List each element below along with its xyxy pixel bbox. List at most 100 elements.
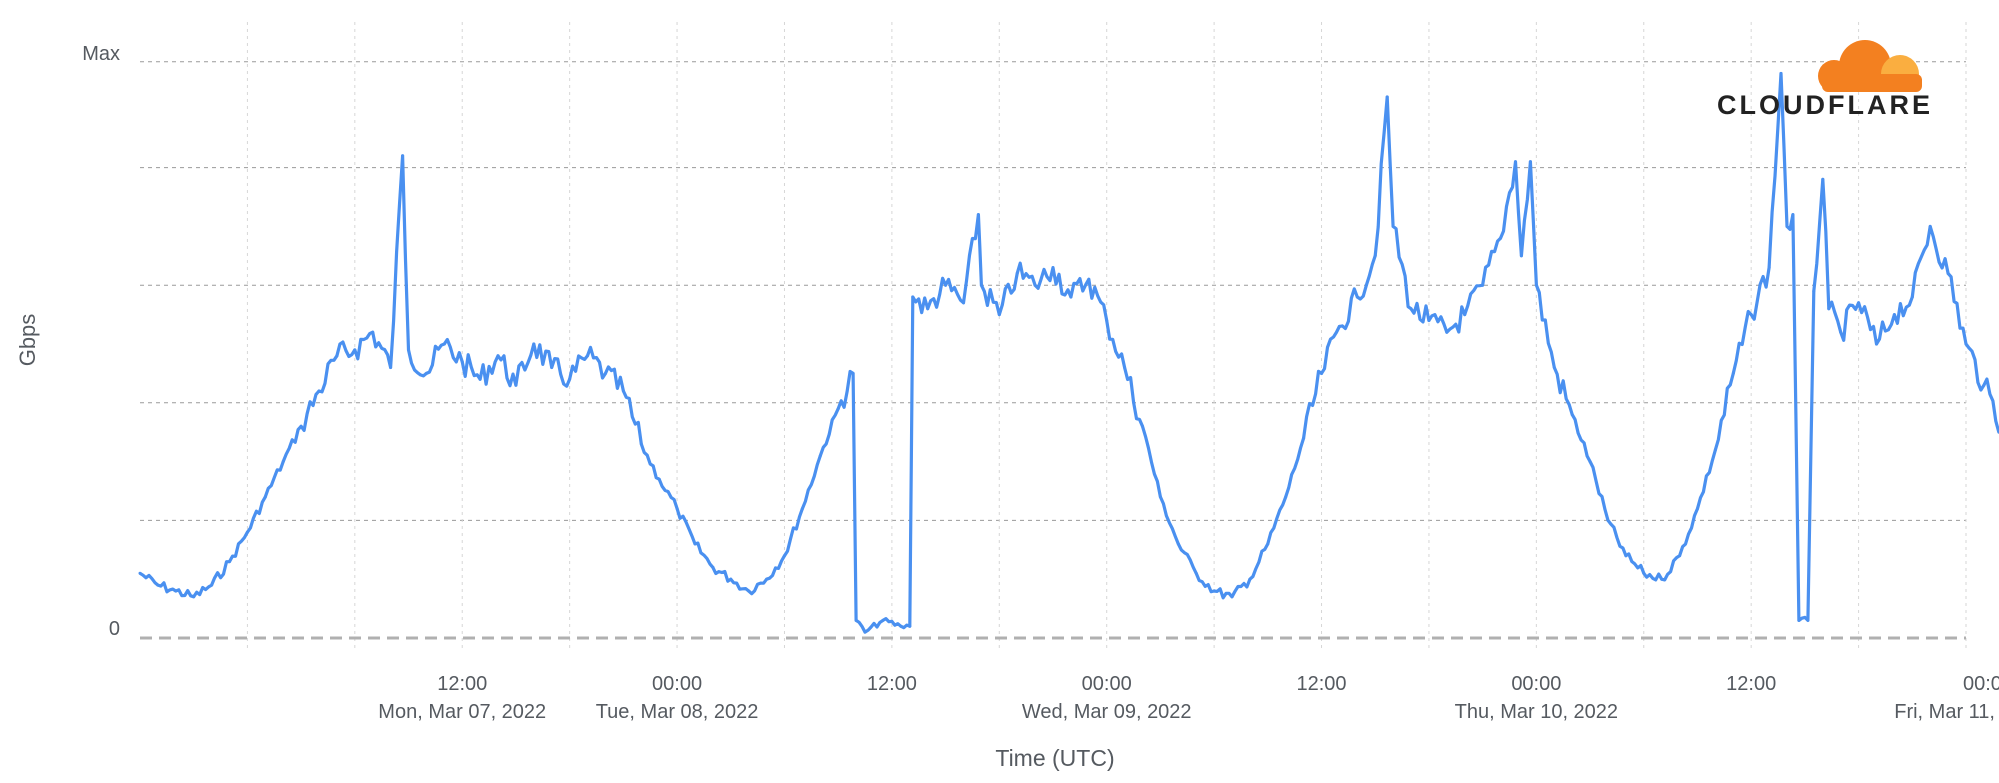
data-point bbox=[210, 583, 214, 587]
data-point bbox=[1033, 283, 1037, 287]
data-point bbox=[1696, 507, 1699, 511]
x-tick-time: 12:00 bbox=[867, 673, 917, 695]
data-point bbox=[1660, 577, 1664, 581]
data-point bbox=[1964, 342, 1968, 346]
data-point bbox=[1588, 460, 1592, 464]
data-point bbox=[401, 154, 405, 158]
data-point bbox=[1892, 313, 1896, 317]
data-point bbox=[881, 618, 885, 622]
data-point bbox=[156, 583, 160, 587]
data-point bbox=[263, 495, 267, 499]
data-point bbox=[514, 383, 518, 387]
cloudflare-logo: CLOUDFLARE bbox=[1700, 30, 1950, 125]
chart-grid bbox=[140, 22, 1967, 650]
data-point bbox=[1767, 266, 1771, 270]
data-point bbox=[1051, 266, 1055, 270]
data-point bbox=[245, 530, 249, 534]
x-tick-date: Wed, Mar 09, 2022 bbox=[1022, 701, 1192, 723]
data-point bbox=[228, 560, 231, 564]
x-tick-time: 00:00 bbox=[1963, 673, 1999, 695]
data-point bbox=[1642, 571, 1646, 575]
data-point bbox=[1827, 307, 1831, 311]
data-point bbox=[979, 283, 983, 287]
data-point bbox=[1839, 330, 1843, 334]
data-point bbox=[1528, 160, 1532, 164]
data-point bbox=[1212, 589, 1216, 593]
data-point bbox=[899, 624, 903, 628]
data-point bbox=[1606, 518, 1610, 522]
data-point bbox=[1797, 618, 1801, 622]
data-point bbox=[1194, 571, 1198, 575]
data-point bbox=[1946, 271, 1950, 275]
x-tick-time: 00:00 bbox=[1511, 673, 1561, 695]
x-tick-time: 12:00 bbox=[437, 673, 487, 695]
data-point bbox=[851, 371, 855, 375]
data-point bbox=[1713, 448, 1717, 452]
data-point bbox=[1141, 424, 1144, 428]
data-point bbox=[800, 507, 804, 511]
data-point bbox=[1791, 213, 1795, 217]
data-point bbox=[586, 354, 589, 358]
x-tick-time: 12:00 bbox=[1296, 673, 1346, 695]
data-point bbox=[1284, 495, 1288, 499]
x-tick-date: Mon, Mar 07, 2022 bbox=[378, 701, 546, 723]
data-point bbox=[1105, 319, 1109, 322]
data-point bbox=[1514, 160, 1517, 164]
data-point bbox=[711, 565, 715, 569]
data-point bbox=[1982, 383, 1986, 387]
data-point bbox=[863, 630, 867, 634]
data-point bbox=[657, 477, 661, 481]
data-point bbox=[1373, 254, 1377, 258]
data-point bbox=[1552, 366, 1556, 369]
x-axis-ticks: 12:00 Mon, Mar 07, 2022 00:00 Tue, Mar 08, … bbox=[378, 673, 1999, 723]
data-point bbox=[1910, 295, 1914, 299]
data-point bbox=[783, 554, 786, 558]
data-point bbox=[1534, 283, 1538, 287]
data-point bbox=[1806, 618, 1810, 622]
data-point bbox=[621, 389, 625, 393]
data-point bbox=[1087, 277, 1091, 281]
data-point bbox=[1248, 577, 1252, 581]
series-points bbox=[138, 72, 1986, 634]
x-tick-time: 00:00 bbox=[652, 673, 702, 695]
y-tick-zero: 0 bbox=[109, 618, 120, 640]
data-point bbox=[568, 377, 572, 381]
x-axis-label: Time (UTC) bbox=[995, 745, 1114, 771]
data-point bbox=[389, 366, 393, 369]
data-point bbox=[1463, 313, 1467, 317]
data-point bbox=[818, 454, 822, 458]
data-point bbox=[138, 571, 142, 575]
data-point bbox=[1427, 319, 1431, 322]
y-axis-label: Gbps bbox=[15, 314, 40, 367]
data-point bbox=[1123, 366, 1127, 369]
data-point bbox=[478, 377, 482, 381]
data-point bbox=[1499, 236, 1502, 240]
data-point bbox=[1875, 342, 1878, 346]
data-point bbox=[1821, 177, 1825, 181]
data-point bbox=[424, 371, 428, 375]
data-point bbox=[1391, 224, 1395, 228]
data-point bbox=[1678, 554, 1682, 558]
data-point bbox=[639, 442, 643, 446]
data-point bbox=[962, 301, 965, 305]
data-point bbox=[174, 589, 178, 593]
x-tick-time: 00:00 bbox=[1082, 673, 1132, 695]
data-point bbox=[854, 618, 858, 622]
data-point bbox=[1570, 413, 1574, 417]
data-point bbox=[911, 295, 915, 299]
data-point bbox=[1928, 224, 1932, 228]
data-point bbox=[1069, 295, 1073, 299]
data-point bbox=[604, 371, 607, 375]
data-point bbox=[836, 407, 840, 411]
data-point bbox=[192, 595, 196, 599]
data-point bbox=[693, 542, 697, 546]
data-point bbox=[460, 360, 464, 364]
data-point bbox=[532, 342, 536, 346]
data-point bbox=[747, 589, 751, 593]
x-tick-date: Fri, Mar 11, bbox=[1894, 701, 1995, 723]
data-point bbox=[1158, 495, 1162, 499]
data-point bbox=[281, 460, 285, 464]
data-point bbox=[1230, 595, 1234, 599]
cloud-icon bbox=[1818, 40, 1922, 93]
